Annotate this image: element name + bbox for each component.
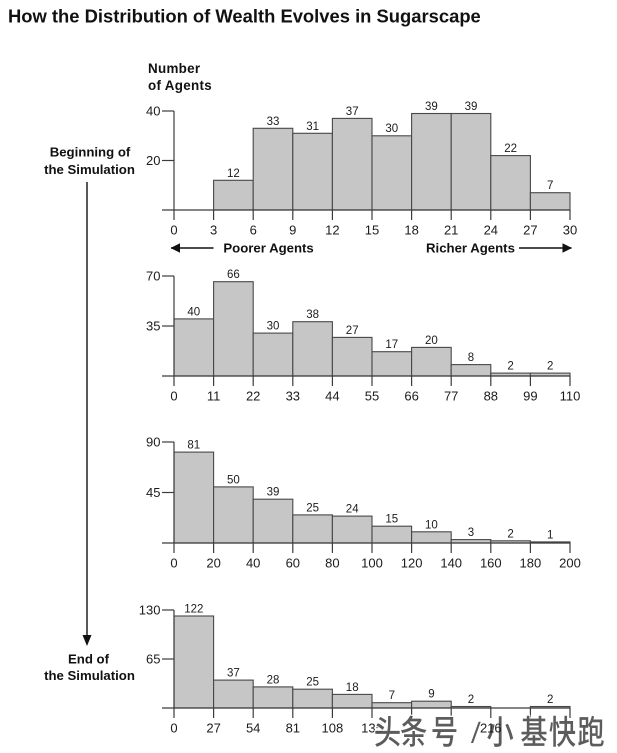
svg-text:27: 27 xyxy=(523,223,537,238)
svg-text:3: 3 xyxy=(468,527,474,539)
svg-text:140: 140 xyxy=(440,556,462,571)
svg-text:80: 80 xyxy=(325,556,339,571)
svg-text:0: 0 xyxy=(170,721,177,736)
svg-text:100: 100 xyxy=(361,556,383,571)
svg-text:22: 22 xyxy=(504,143,517,155)
svg-text:30: 30 xyxy=(385,123,398,135)
svg-text:40: 40 xyxy=(187,306,200,318)
svg-text:27: 27 xyxy=(206,721,220,736)
svg-text:20: 20 xyxy=(206,556,220,571)
svg-text:60: 60 xyxy=(286,556,300,571)
svg-text:45: 45 xyxy=(146,485,160,500)
svg-text:9: 9 xyxy=(289,223,296,238)
svg-text:99: 99 xyxy=(523,389,537,404)
svg-text:108: 108 xyxy=(322,721,344,736)
svg-text:44: 44 xyxy=(325,389,339,404)
svg-text:120: 120 xyxy=(401,556,423,571)
svg-text:24: 24 xyxy=(346,504,359,516)
svg-text:Richer Agents: Richer Agents xyxy=(426,241,515,256)
svg-text:15: 15 xyxy=(385,514,398,526)
svg-text:28: 28 xyxy=(267,674,280,686)
svg-text:130: 130 xyxy=(139,603,161,618)
svg-text:0: 0 xyxy=(170,223,177,238)
svg-text:39: 39 xyxy=(465,101,478,113)
svg-text:27: 27 xyxy=(346,325,359,337)
svg-text:11: 11 xyxy=(207,389,221,404)
svg-text:2: 2 xyxy=(468,694,474,706)
svg-text:21: 21 xyxy=(444,223,458,238)
svg-text:2: 2 xyxy=(547,694,553,706)
svg-text:7: 7 xyxy=(547,180,553,192)
svg-text:39: 39 xyxy=(267,487,280,499)
svg-text:Beginning of: Beginning of xyxy=(50,144,131,159)
svg-text:216: 216 xyxy=(480,721,502,736)
svg-text:65: 65 xyxy=(146,652,160,667)
svg-text:25: 25 xyxy=(306,677,319,689)
svg-text:3: 3 xyxy=(210,223,217,238)
svg-text:30: 30 xyxy=(563,223,577,238)
svg-text:How the Distribution of Wealth: How the Distribution of Wealth Evolves i… xyxy=(8,5,481,26)
svg-text:160: 160 xyxy=(480,556,502,571)
svg-text:180: 180 xyxy=(520,556,542,571)
svg-text:20: 20 xyxy=(425,335,438,347)
svg-text:7: 7 xyxy=(389,690,395,702)
svg-text:0: 0 xyxy=(170,389,177,404)
svg-text:30: 30 xyxy=(267,321,280,333)
svg-text:Poorer Agents: Poorer Agents xyxy=(223,241,313,256)
svg-text:40: 40 xyxy=(146,104,160,119)
svg-text:37: 37 xyxy=(227,668,240,680)
svg-text:38: 38 xyxy=(306,309,319,321)
svg-text:81: 81 xyxy=(187,440,200,452)
svg-text:55: 55 xyxy=(365,389,379,404)
svg-text:12: 12 xyxy=(227,168,240,180)
svg-text:2: 2 xyxy=(507,528,513,540)
svg-text:77: 77 xyxy=(444,389,458,404)
svg-text:33: 33 xyxy=(267,116,280,128)
svg-text:88: 88 xyxy=(484,389,498,404)
svg-text:6: 6 xyxy=(250,223,257,238)
svg-text:17: 17 xyxy=(385,339,398,351)
svg-text:33: 33 xyxy=(286,389,300,404)
svg-text:1: 1 xyxy=(547,529,553,541)
svg-text:31: 31 xyxy=(306,121,319,133)
svg-text:12: 12 xyxy=(325,223,339,238)
svg-text:Number: Number xyxy=(148,61,201,76)
svg-text:18: 18 xyxy=(346,682,359,694)
svg-text:the Simulation: the Simulation xyxy=(44,162,135,177)
svg-text:50: 50 xyxy=(227,474,240,486)
svg-text:0: 0 xyxy=(170,556,177,571)
svg-text:10: 10 xyxy=(425,519,438,531)
svg-text:the Simulation: the Simulation xyxy=(44,668,135,683)
svg-text:66: 66 xyxy=(227,269,240,281)
svg-text:8: 8 xyxy=(468,352,474,364)
svg-text:2: 2 xyxy=(547,361,553,373)
svg-text:25: 25 xyxy=(306,502,319,514)
svg-text:54: 54 xyxy=(246,721,260,736)
svg-text:110: 110 xyxy=(560,389,581,404)
svg-text:37: 37 xyxy=(346,106,359,118)
svg-text:122: 122 xyxy=(184,604,203,616)
svg-text:22: 22 xyxy=(246,389,260,404)
svg-text:End of: End of xyxy=(68,651,110,666)
svg-text:66: 66 xyxy=(404,389,418,404)
svg-text:24: 24 xyxy=(484,223,498,238)
svg-text:35: 35 xyxy=(146,319,160,334)
svg-text:2: 2 xyxy=(507,361,513,373)
svg-text:40: 40 xyxy=(246,556,260,571)
svg-text:39: 39 xyxy=(425,101,438,113)
svg-text:18: 18 xyxy=(404,223,418,238)
svg-text:200: 200 xyxy=(559,556,581,571)
svg-text:90: 90 xyxy=(146,435,160,450)
svg-text:20: 20 xyxy=(146,153,160,168)
svg-text:81: 81 xyxy=(286,721,300,736)
svg-text:70: 70 xyxy=(146,269,160,284)
svg-text:of Agents: of Agents xyxy=(148,78,212,93)
svg-text:15: 15 xyxy=(365,223,379,238)
svg-text:9: 9 xyxy=(428,689,434,701)
